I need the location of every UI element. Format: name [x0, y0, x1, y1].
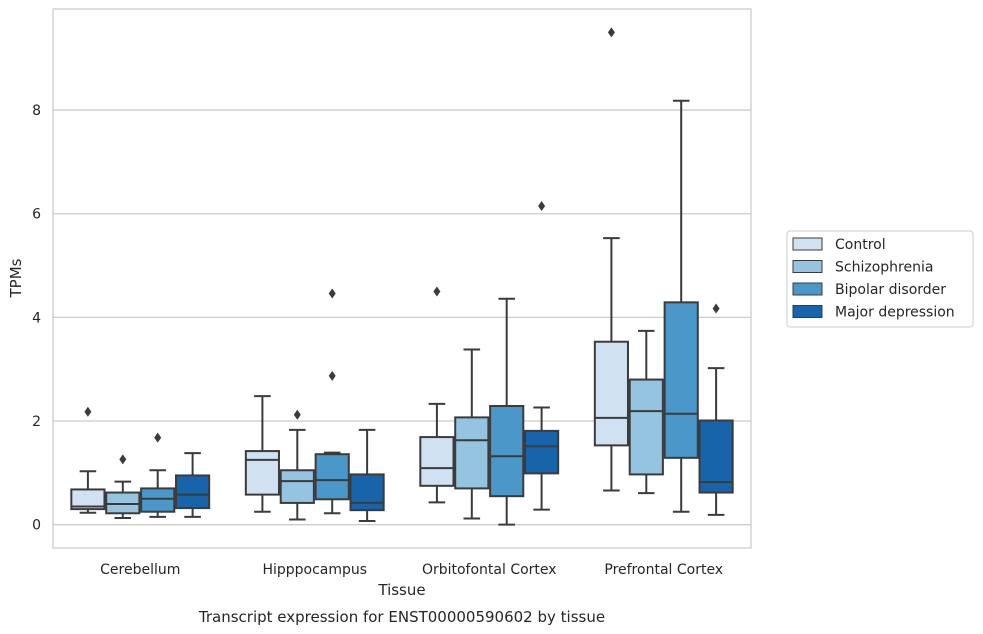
legend-frame: [786, 230, 974, 328]
x-tick-label: Prefrontal Cortex: [604, 562, 723, 578]
legend-label: Bipolar disorder: [835, 282, 946, 298]
y-tick-label: 2: [32, 414, 41, 430]
legend-swatch: [792, 260, 823, 273]
legend-swatch: [792, 282, 823, 296]
box-body: [419, 436, 455, 487]
box-1-3: [349, 428, 385, 523]
x-axis-label: Tissue: [377, 581, 425, 599]
box-0-3: [175, 452, 211, 518]
box-0-1: [105, 454, 141, 519]
x-tick-label: Hipppocampus: [262, 562, 367, 578]
outlier-point: [328, 288, 336, 299]
box-2-0: [419, 286, 455, 504]
box-body: [489, 404, 525, 498]
box-body: [175, 474, 211, 510]
box-body: [454, 416, 490, 490]
box-3-1: [628, 329, 664, 495]
box-body: [244, 450, 280, 496]
x-tick-label: Orbitofontal Cortex: [422, 562, 557, 578]
outlier-point: [293, 409, 301, 420]
outlier-point: [84, 406, 92, 417]
box-3-3: [698, 303, 734, 516]
y-axis-label: TPMs: [7, 258, 25, 298]
plot-frame: [52, 8, 752, 549]
legend-label: Control: [835, 237, 886, 253]
box-body: [698, 419, 734, 494]
box-0-2: [140, 432, 176, 518]
legend-swatch: [792, 305, 823, 318]
box-body: [70, 488, 106, 511]
box-2-1: [454, 348, 490, 520]
box-2-3: [524, 200, 560, 511]
box-body: [105, 491, 141, 515]
outlier-point: [433, 286, 441, 297]
legend-label: Major depression: [835, 305, 955, 321]
box-3-2: [663, 99, 699, 513]
x-tick-labels: Cerebellum Hipppocampus Orbitofontal Corte…: [100, 562, 723, 578]
box-body: [140, 487, 176, 513]
y-tick-label: 6: [32, 207, 41, 223]
box-0-0: [70, 406, 106, 514]
box-1-2: [314, 288, 350, 515]
box-body: [314, 453, 350, 501]
y-tick-labels: 0 2 4 6 8: [32, 103, 41, 534]
box-3-0: [593, 27, 629, 492]
box-2-2: [489, 297, 525, 526]
chart-caption: Transcript expression for ENST0000059060…: [198, 608, 605, 626]
box-body: [663, 301, 699, 459]
legend: Control Schizophrenia Bipolar disorder Majo…: [786, 230, 974, 328]
outlier-point: [328, 370, 336, 381]
outlier-point: [119, 454, 127, 465]
box-body: [524, 429, 560, 475]
box-groups: [70, 27, 734, 526]
box-body: [628, 378, 664, 476]
box-body: [349, 473, 385, 512]
y-tick-label: 0: [32, 518, 41, 534]
outlier-point: [154, 432, 162, 443]
y-tick-label: 4: [32, 310, 41, 326]
outlier-point: [712, 303, 720, 314]
legend-swatch: [792, 237, 823, 251]
outlier-point: [607, 27, 615, 38]
outlier-point: [538, 200, 546, 211]
y-tick-label: 8: [32, 103, 41, 119]
box-1-0: [244, 395, 280, 513]
x-tick-label: Cerebellum: [100, 562, 180, 578]
box-body: [593, 340, 629, 447]
legend-label: Schizophrenia: [835, 260, 933, 276]
box-1-1: [279, 409, 315, 521]
box-body: [279, 469, 315, 504]
